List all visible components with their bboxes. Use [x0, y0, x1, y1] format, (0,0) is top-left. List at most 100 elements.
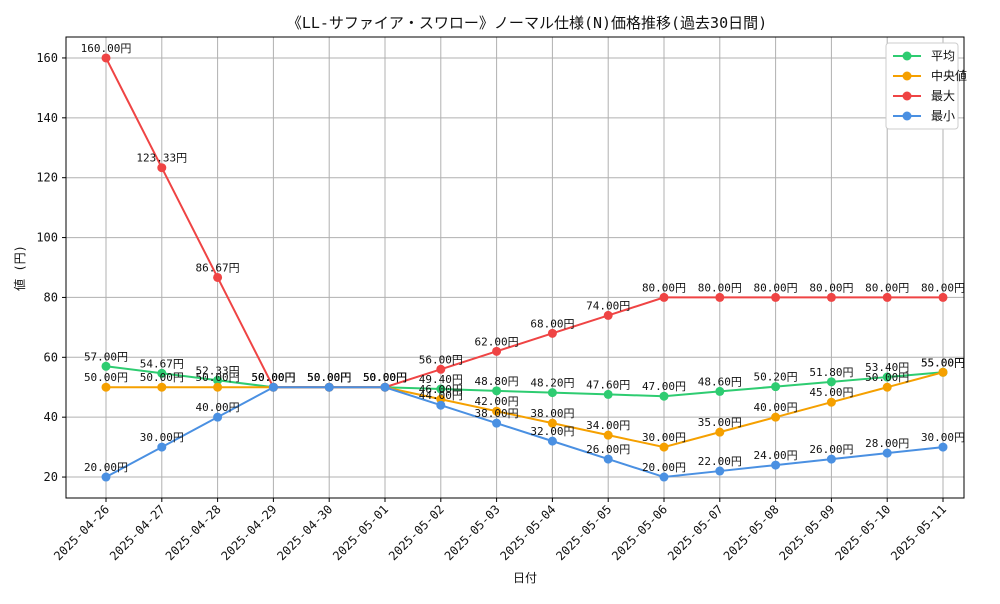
data-point [213, 412, 223, 422]
legend-marker [902, 71, 912, 81]
series-2 [101, 53, 948, 392]
data-point [938, 442, 948, 452]
data-label: 50.00円 [251, 371, 295, 384]
x-tick-label: 2025-05-10 [832, 502, 893, 563]
data-label: 50.00円 [307, 371, 351, 384]
data-label: 52.33円 [196, 364, 240, 377]
data-point [547, 328, 557, 338]
data-point [603, 310, 613, 320]
data-label: 53.40円 [865, 361, 909, 374]
data-point [938, 292, 948, 302]
data-label: 50.00円 [307, 371, 351, 384]
data-label: 32.00円 [530, 425, 574, 438]
data-label: 50.00円 [307, 371, 351, 384]
data-point [213, 382, 223, 392]
data-label: 160.00円 [81, 42, 132, 55]
data-label: 80.00円 [865, 281, 909, 294]
data-point [771, 382, 781, 392]
data-point [659, 391, 669, 401]
x-tick-label: 2025-04-26 [51, 502, 112, 563]
x-tick-label: 2025-05-08 [721, 502, 782, 563]
data-label: 62.00円 [475, 335, 519, 348]
data-label: 86.67円 [196, 261, 240, 274]
data-label: 54.67円 [140, 357, 184, 370]
data-point [659, 442, 669, 452]
data-label: 57.00円 [84, 350, 128, 363]
data-point [101, 382, 111, 392]
data-point [882, 448, 892, 458]
x-tick-label: 2025-05-02 [386, 502, 447, 563]
data-label: 38.00円 [475, 407, 519, 420]
data-label: 50.20円 [754, 371, 798, 384]
data-point [492, 406, 502, 416]
data-label: 51.80円 [809, 366, 853, 379]
data-point [436, 400, 446, 410]
data-label: 50.00円 [363, 371, 407, 384]
series-layer [101, 53, 948, 482]
data-label: 42.00円 [475, 395, 519, 408]
data-label: 47.00円 [642, 380, 686, 393]
data-label: 50.00円 [363, 371, 407, 384]
x-tick-label: 2025-05-01 [330, 502, 391, 563]
plot-frame [65, 36, 965, 499]
legend-label: 最小 [931, 109, 955, 123]
data-label: 26.00円 [809, 443, 853, 456]
data-point [826, 292, 836, 302]
data-label: 44.00円 [419, 389, 463, 402]
data-point [715, 292, 725, 302]
data-point [603, 430, 613, 440]
data-label: 26.00円 [586, 443, 630, 456]
data-point [157, 163, 167, 173]
data-point [101, 472, 111, 482]
data-point [492, 418, 502, 428]
data-point [715, 386, 725, 396]
data-label: 40.00円 [754, 401, 798, 414]
y-tick-label: 20 [44, 470, 58, 484]
data-label: 68.00円 [530, 317, 574, 330]
data-label: 22.00円 [698, 455, 742, 468]
data-label: 38.00円 [530, 407, 574, 420]
data-point [771, 292, 781, 302]
legend-label: 平均 [931, 49, 955, 63]
data-label: 50.00円 [865, 371, 909, 384]
legend-label: 最大 [931, 89, 955, 103]
data-point [882, 382, 892, 392]
legend-box [885, 42, 959, 130]
data-point [101, 53, 111, 63]
data-point [882, 292, 892, 302]
data-point [715, 427, 725, 437]
data-point [547, 436, 557, 446]
x-tick-label: 2025-05-05 [553, 502, 614, 563]
data-label: 55.00円 [921, 356, 965, 369]
data-point [715, 466, 725, 476]
data-label: 50.00円 [307, 371, 351, 384]
data-label: 34.00円 [586, 419, 630, 432]
data-point [380, 382, 390, 392]
data-point [157, 368, 167, 378]
data-point [603, 454, 613, 464]
data-label: 50.00円 [251, 371, 295, 384]
y-tick-label: 100 [36, 231, 58, 245]
data-point [492, 386, 502, 396]
data-label: 46.00円 [419, 383, 463, 396]
data-label: 50.00円 [140, 371, 184, 384]
data-label: 50.00円 [196, 371, 240, 384]
y-tick-label: 140 [36, 111, 58, 125]
data-point [436, 384, 446, 394]
data-label: 48.80円 [475, 375, 519, 388]
legend-marker [902, 91, 912, 101]
data-point [882, 372, 892, 382]
chart-title: 《LL-サファイア・スワロー》ノーマル仕様(N)価格推移(過去30日間) [287, 14, 767, 32]
data-label: 30.00円 [140, 431, 184, 444]
data-label: 40.00円 [196, 401, 240, 414]
legend-marker [902, 111, 912, 121]
x-tick-label: 2025-05-09 [777, 502, 838, 563]
data-label: 50.00円 [251, 371, 295, 384]
x-tick-label: 2025-05-03 [442, 502, 503, 563]
y-axis-label: 値 (円) [12, 245, 27, 291]
x-axis-ticks: 2025-04-262025-04-272025-04-282025-04-29… [51, 498, 949, 563]
data-label: 50.00円 [84, 371, 128, 384]
data-point [826, 377, 836, 387]
